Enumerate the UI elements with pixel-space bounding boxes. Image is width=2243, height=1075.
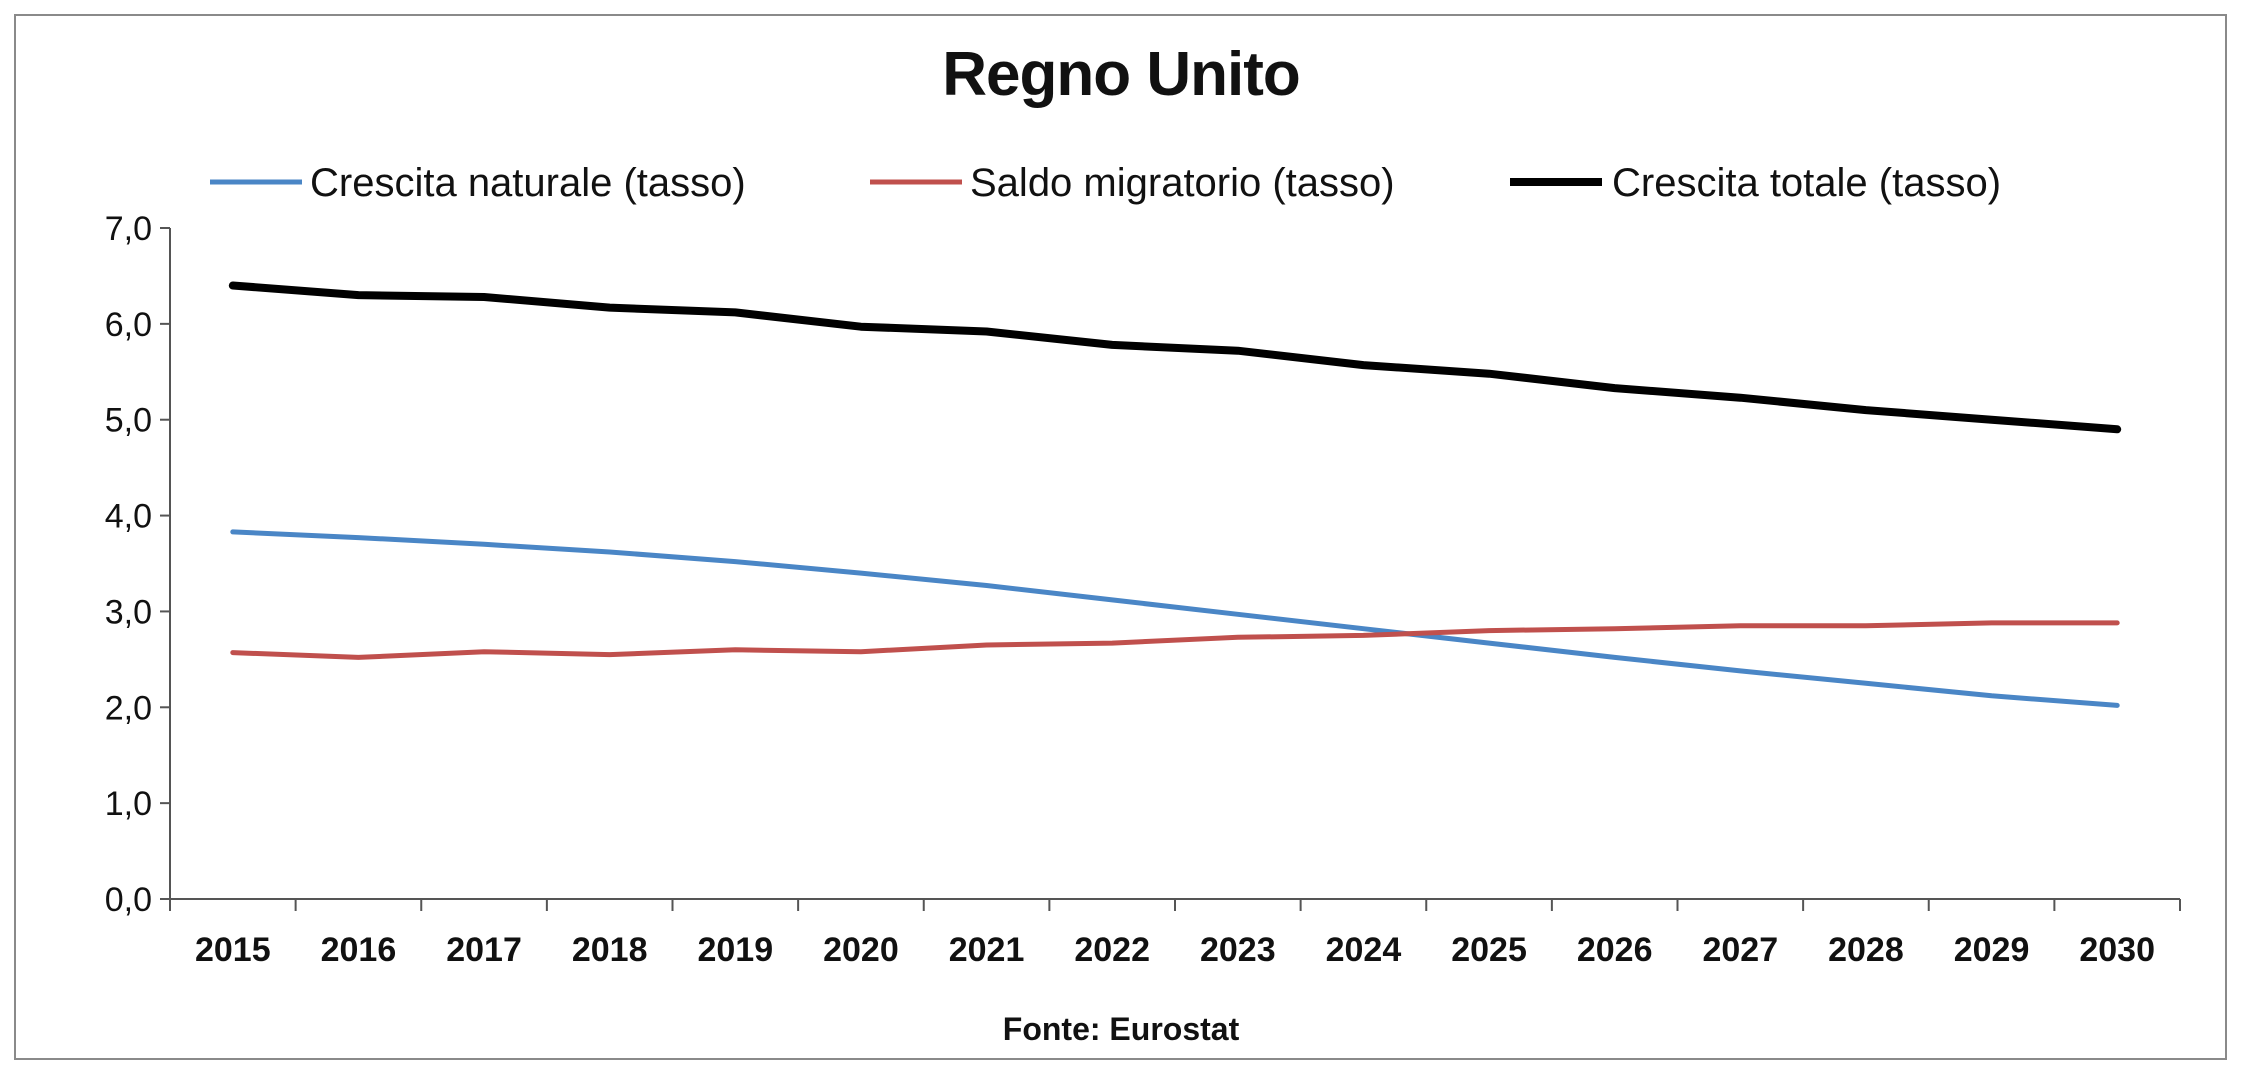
series-line-2	[230, 620, 2120, 660]
y-tick-label: 2,0	[105, 689, 152, 727]
series-line-3	[228, 281, 2122, 434]
y-tick-label: 3,0	[105, 593, 152, 631]
y-tick-label: 5,0	[105, 402, 152, 440]
x-tick-label: 2021	[949, 931, 1025, 969]
x-tick-label: 2029	[1954, 931, 2030, 969]
x-tick-label: 2030	[2079, 931, 2155, 969]
source-note: Fonte: Eurostat	[1003, 1011, 1240, 1047]
legend: Crescita naturale (tasso) Saldo migratori…	[210, 161, 2001, 205]
legend-label-2: Saldo migratorio (tasso)	[970, 161, 1395, 205]
y-tick-label: 6,0	[105, 306, 152, 344]
y-tick-label: 7,0	[105, 210, 152, 248]
x-tick-label: 2026	[1577, 931, 1653, 969]
x-tick-label: 2017	[446, 931, 522, 969]
x-tick-label: 2027	[1702, 931, 1778, 969]
x-tick-label: 2019	[697, 931, 773, 969]
chart-title: Regno Unito	[942, 40, 1300, 109]
x-tick-label: 2018	[572, 931, 648, 969]
y-tick-label: 0,0	[105, 881, 152, 919]
x-tick-label: 2020	[823, 931, 899, 969]
x-tick-label: 2025	[1451, 931, 1527, 969]
series-lines	[228, 281, 2122, 708]
y-axis: 0,0 1,0 2,0 3,0 4,0 5,0 6,0 7,0	[105, 210, 171, 919]
y-tick-label: 1,0	[105, 785, 152, 823]
x-tick-label: 2016	[321, 931, 397, 969]
x-tick-label: 2023	[1200, 931, 1276, 969]
x-tick-label: 2022	[1074, 931, 1150, 969]
x-tick-label: 2015	[195, 931, 271, 969]
series-line-1	[230, 529, 2120, 708]
legend-label-1: Crescita naturale (tasso)	[310, 161, 746, 205]
x-tick-label: 2028	[1828, 931, 1904, 969]
x-tick-label: 2024	[1326, 931, 1402, 969]
legend-label-3: Crescita totale (tasso)	[1612, 161, 2001, 205]
y-tick-label: 4,0	[105, 498, 152, 536]
x-axis: 2015 2016 2017 2018 2019 2020 2021 2022 2023 2024…	[169, 898, 2181, 969]
